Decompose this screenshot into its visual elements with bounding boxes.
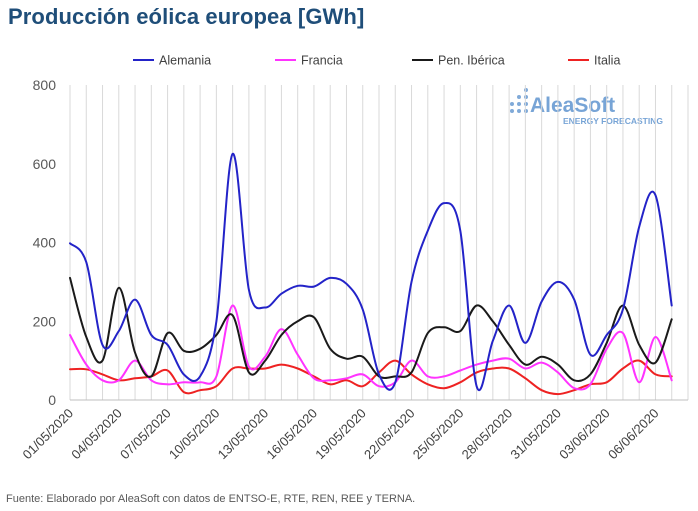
logo-dot bbox=[517, 109, 521, 113]
x-tick-label: 16/05/2020 bbox=[263, 406, 320, 463]
series-lines bbox=[69, 152, 673, 396]
legend-label: Alemania bbox=[159, 54, 211, 68]
logo-dot bbox=[517, 95, 521, 99]
logo-dot bbox=[517, 102, 521, 106]
legend: Alemania Francia Pen. Ibérica Italia bbox=[133, 54, 620, 68]
x-tick-label: 01/05/2020 bbox=[19, 406, 76, 463]
y-tick-label: 800 bbox=[33, 77, 57, 93]
aleasoft-watermark: AleaSoft ENERGY FORECASTING bbox=[510, 88, 663, 126]
x-tick-label: 04/05/2020 bbox=[68, 406, 125, 463]
legend-label: Francia bbox=[301, 54, 343, 68]
x-tick-label: 06/06/2020 bbox=[605, 406, 662, 463]
source-note: Fuente: Elaborado por AleaSoft con datos… bbox=[6, 493, 416, 505]
x-tick-label: 13/05/2020 bbox=[215, 406, 272, 463]
legend-label: Italia bbox=[594, 54, 620, 68]
watermark-tagline: ENERGY FORECASTING bbox=[563, 116, 663, 126]
vertical-gridlines bbox=[69, 85, 689, 400]
y-tick-label: 0 bbox=[48, 392, 56, 408]
logo-dot bbox=[524, 95, 528, 99]
x-tick-label: 03/06/2020 bbox=[556, 406, 613, 463]
series-line-pen-ib-rica bbox=[69, 276, 673, 382]
x-tick-label: 31/05/2020 bbox=[507, 406, 564, 463]
x-tick-label: 19/05/2020 bbox=[312, 406, 369, 463]
logo-dot bbox=[524, 88, 528, 92]
x-tick-label: 28/05/2020 bbox=[459, 406, 516, 463]
series-line-alemania bbox=[69, 152, 673, 391]
logo-dot bbox=[524, 109, 528, 113]
y-tick-label: 400 bbox=[33, 235, 57, 251]
x-tick-label: 22/05/2020 bbox=[361, 406, 418, 463]
y-axis: 0 200 400 600 800 bbox=[33, 77, 57, 408]
chart-title: Producción eólica europea [GWh] bbox=[8, 4, 365, 29]
x-tick-label: 10/05/2020 bbox=[166, 406, 223, 463]
legend-label: Pen. Ibérica bbox=[438, 54, 505, 68]
series-line-francia bbox=[69, 304, 673, 391]
x-tick-label: 25/05/2020 bbox=[410, 406, 467, 463]
logo-dot bbox=[510, 102, 514, 106]
x-tick-label: 07/05/2020 bbox=[117, 406, 174, 463]
watermark-brand: AleaSoft bbox=[530, 94, 615, 117]
logo-dot bbox=[510, 109, 514, 113]
y-tick-label: 200 bbox=[33, 313, 57, 329]
y-tick-label: 600 bbox=[33, 156, 57, 172]
x-axis: 01/05/202004/05/202007/05/202010/05/2020… bbox=[19, 399, 688, 463]
logo-dot bbox=[524, 102, 528, 106]
